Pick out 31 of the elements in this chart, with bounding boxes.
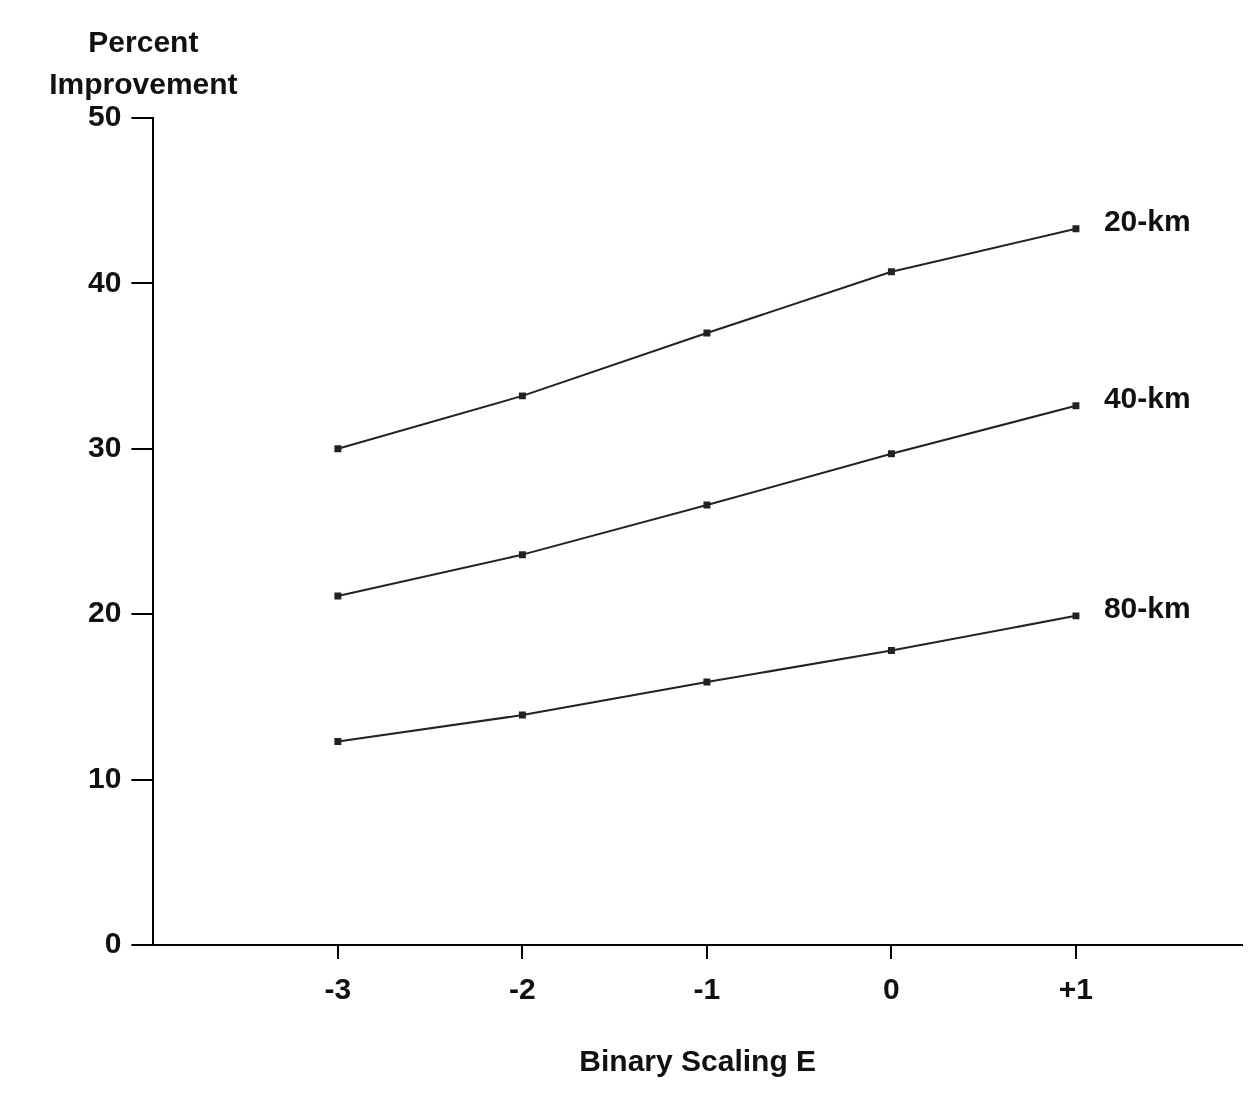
point: [703, 678, 711, 686]
point: [518, 551, 526, 559]
y-tick-label: 10: [87, 760, 122, 794]
point: [1072, 612, 1080, 620]
point: [887, 647, 895, 655]
series-label: 20-km: [1103, 204, 1191, 238]
point: [334, 738, 342, 746]
x-tick-label: -2: [509, 972, 536, 1006]
x-tick-label: 0: [883, 972, 900, 1006]
x-tick-label: +1: [1058, 972, 1094, 1006]
point: [1072, 402, 1080, 410]
y-tick-label: 30: [87, 430, 122, 464]
x-tick-label: -3: [324, 972, 352, 1006]
point: [703, 329, 711, 337]
point: [518, 711, 526, 719]
point: [887, 268, 895, 276]
series-label: 80-km: [1103, 591, 1191, 625]
point: [1072, 225, 1080, 233]
point: [887, 450, 895, 458]
x-axis-title: Binary Scaling E: [579, 1044, 817, 1078]
x-tick-label: -1: [693, 972, 721, 1006]
y-tick-label: 0: [104, 926, 122, 960]
point: [518, 392, 526, 400]
point: [334, 445, 342, 453]
point: [703, 501, 711, 509]
y-tick-label: 20: [87, 595, 122, 629]
y-tick-label: 40: [87, 264, 122, 298]
y-tick-label: 50: [87, 99, 122, 133]
y-axis-title: Percent Improvement: [49, 25, 238, 100]
series-label: 40-km: [1103, 381, 1191, 415]
point: [334, 592, 342, 600]
